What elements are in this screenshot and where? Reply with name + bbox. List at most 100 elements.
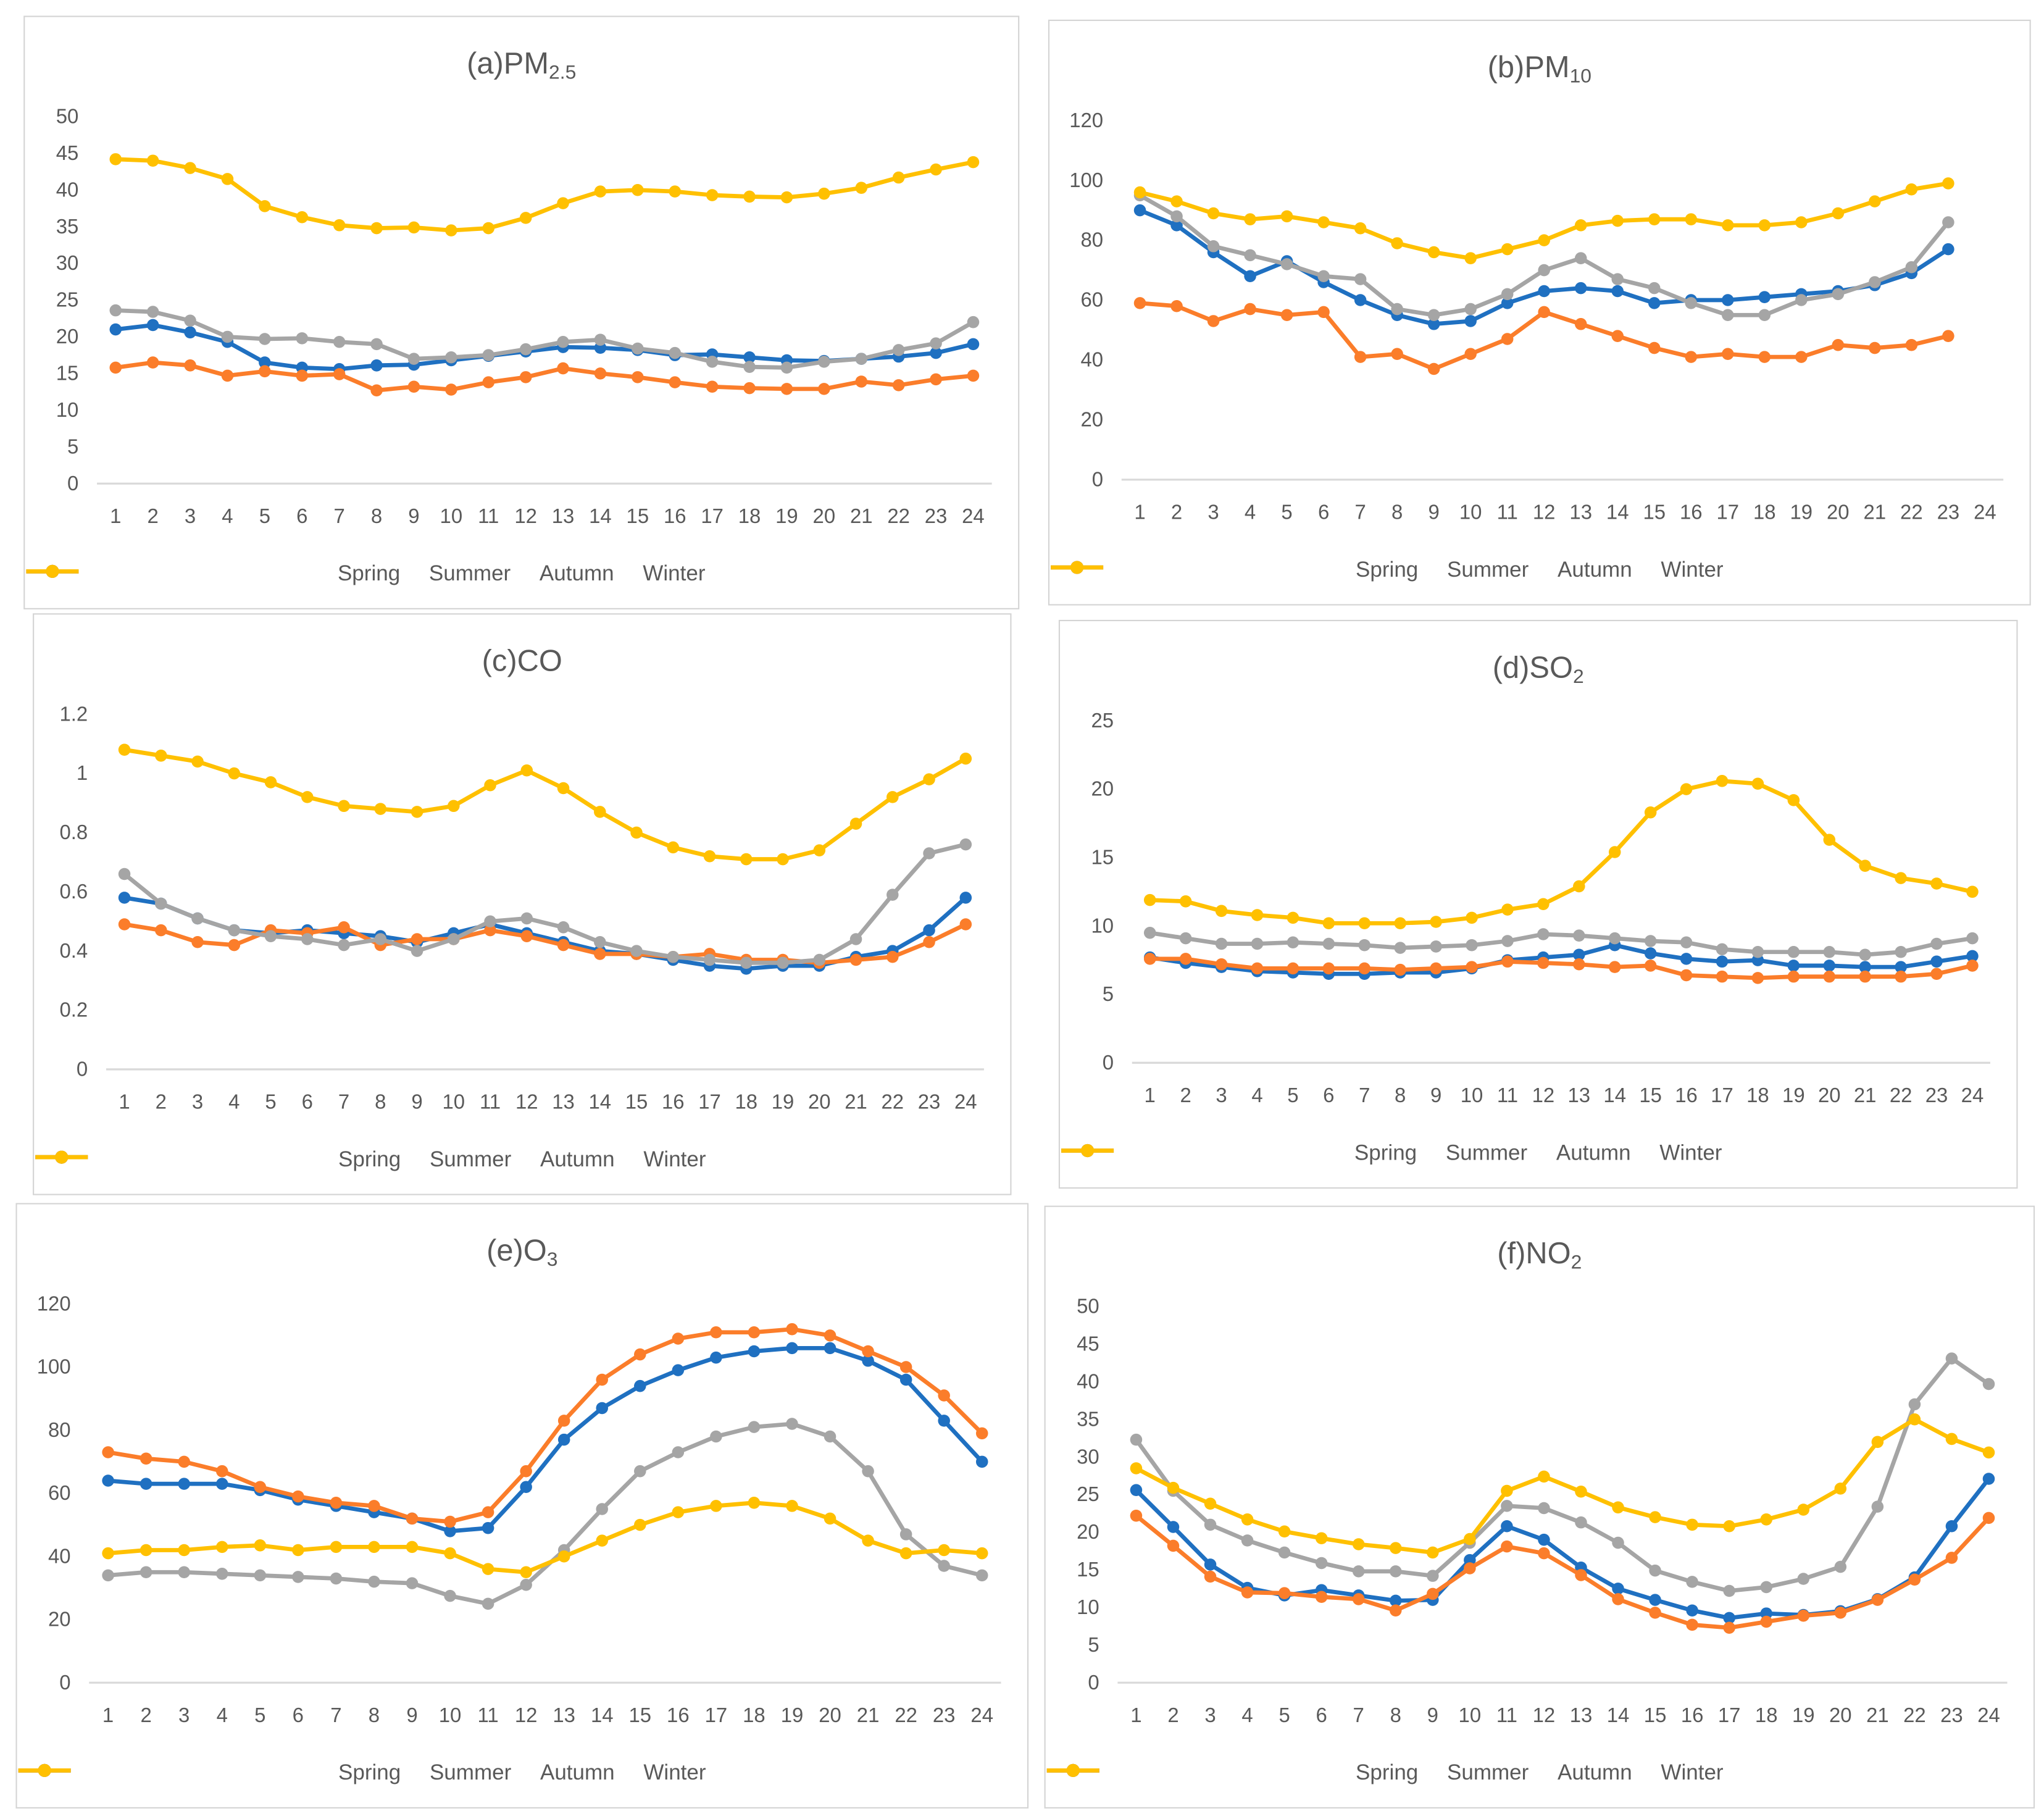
x-tick-label: 18 (1746, 1084, 1769, 1106)
x-tick-label: 8 (375, 1090, 386, 1113)
chart-title: (f)NO2 (1046, 1236, 2034, 1274)
data-point-autumn (333, 336, 346, 348)
data-point-winter (259, 200, 271, 212)
data-point-summer (672, 1332, 685, 1345)
data-point-spring (1758, 291, 1771, 303)
data-point-winter (1538, 1470, 1550, 1483)
x-tick-label: 2 (1180, 1084, 1191, 1106)
data-point-summer (1215, 958, 1228, 971)
data-point-autumn (448, 933, 460, 945)
data-point-summer (706, 380, 719, 393)
data-point-spring (109, 323, 122, 336)
data-point-winter (1760, 1513, 1772, 1526)
data-point-summer (1501, 333, 1514, 345)
y-tick-label: 15 (56, 361, 79, 384)
x-tick-label: 16 (1680, 500, 1703, 523)
data-point-autumn (1797, 1573, 1810, 1585)
data-point-winter (967, 156, 980, 169)
legend-label: Summer (429, 1761, 512, 1785)
legend-label: Summer (1445, 1141, 1528, 1165)
x-tick-label: 3 (1208, 500, 1219, 523)
data-point-winter (892, 171, 905, 184)
data-point-winter (1389, 1542, 1402, 1554)
data-point-autumn (1834, 1560, 1847, 1573)
x-tick-label: 6 (1318, 500, 1329, 523)
data-point-summer (1574, 318, 1587, 330)
data-point-winter (155, 750, 167, 762)
data-point-summer (938, 1389, 950, 1402)
x-tick-label: 9 (1427, 1704, 1438, 1726)
data-point-autumn (632, 342, 644, 355)
x-tick-label: 13 (1569, 500, 1592, 523)
x-tick-label: 12 (1533, 500, 1556, 523)
x-tick-label: 19 (775, 504, 798, 527)
data-point-winter (1612, 1501, 1624, 1514)
x-tick-label: 22 (882, 1090, 904, 1113)
data-point-winter (519, 212, 532, 224)
data-point-spring (140, 1478, 152, 1490)
x-tick-label: 15 (1644, 1704, 1667, 1726)
data-point-winter (184, 162, 196, 174)
y-tick-label: 5 (67, 435, 78, 458)
data-point-winter (374, 803, 387, 815)
data-point-autumn (1427, 1570, 1439, 1582)
data-point-winter (1758, 219, 1771, 232)
data-point-summer (1204, 1570, 1217, 1583)
data-point-autumn (703, 953, 716, 966)
x-tick-label: 17 (701, 504, 724, 527)
data-point-summer (1391, 348, 1403, 361)
data-point-autumn (102, 1569, 114, 1582)
data-point-spring (672, 1364, 685, 1376)
data-point-autumn (892, 344, 905, 356)
chart-legend: Spring Summer Autumn Winter (1049, 558, 2030, 583)
series-line-autumn (1134, 1356, 1990, 1593)
data-point-autumn (1608, 932, 1621, 945)
data-point-winter (1464, 252, 1477, 264)
x-tick-label: 5 (1281, 500, 1292, 523)
data-point-summer (1686, 1618, 1698, 1631)
data-point-spring (1716, 955, 1729, 968)
chart-title: (d)SO2 (1060, 650, 2016, 688)
series-line-winter (107, 1500, 983, 1575)
x-tick-label: 21 (850, 504, 873, 527)
y-tick-label: 120 (1069, 109, 1103, 132)
x-tick-label: 11 (1497, 500, 1518, 523)
data-point-spring (1538, 1533, 1550, 1546)
data-point-summer (1464, 348, 1477, 361)
data-point-summer (1430, 962, 1442, 975)
data-point-winter (1787, 794, 1800, 806)
x-tick-label: 22 (1900, 500, 1923, 523)
data-point-autumn (1389, 1565, 1402, 1578)
legend-item-winter: Winter (26, 563, 705, 587)
data-point-winter (296, 211, 309, 224)
data-point-summer (1942, 330, 1954, 342)
data-point-summer (1751, 972, 1764, 984)
data-point-summer (292, 1490, 304, 1503)
chart-plot: 00.20.40.60.811.21 2 3 4 5 6 7 8 9 10 11 12 13 14 15 16… (59, 702, 984, 1113)
data-point-winter (703, 850, 716, 863)
data-point-winter (228, 767, 241, 780)
data-point-summer (1966, 960, 1979, 972)
legend-item-summer: Summer (35, 1148, 511, 1173)
legend-label: Summer (428, 562, 511, 586)
data-point-winter (1170, 195, 1183, 207)
data-point-spring (748, 1345, 761, 1358)
legend-label: Winter (1661, 1761, 1724, 1785)
x-tick-label: 11 (1497, 1084, 1518, 1106)
data-point-summer (1207, 315, 1220, 327)
data-point-autumn (338, 939, 350, 952)
legend-item-summer: Summer (1046, 1762, 1529, 1786)
data-point-summer (1537, 956, 1550, 969)
x-tick-label: 6 (296, 504, 307, 527)
y-tick-label: 40 (48, 1544, 71, 1567)
y-tick-label: 20 (1091, 777, 1114, 800)
data-point-spring (1644, 947, 1657, 960)
data-point-autumn (630, 945, 643, 957)
x-tick-label: 7 (334, 504, 345, 527)
chart-title-subscript: 2 (1571, 1251, 1582, 1274)
x-tick-label: 20 (1827, 500, 1850, 523)
x-tick-label: 22 (895, 1704, 917, 1726)
data-point-winter (1464, 1533, 1476, 1545)
data-point-summer (155, 924, 167, 937)
